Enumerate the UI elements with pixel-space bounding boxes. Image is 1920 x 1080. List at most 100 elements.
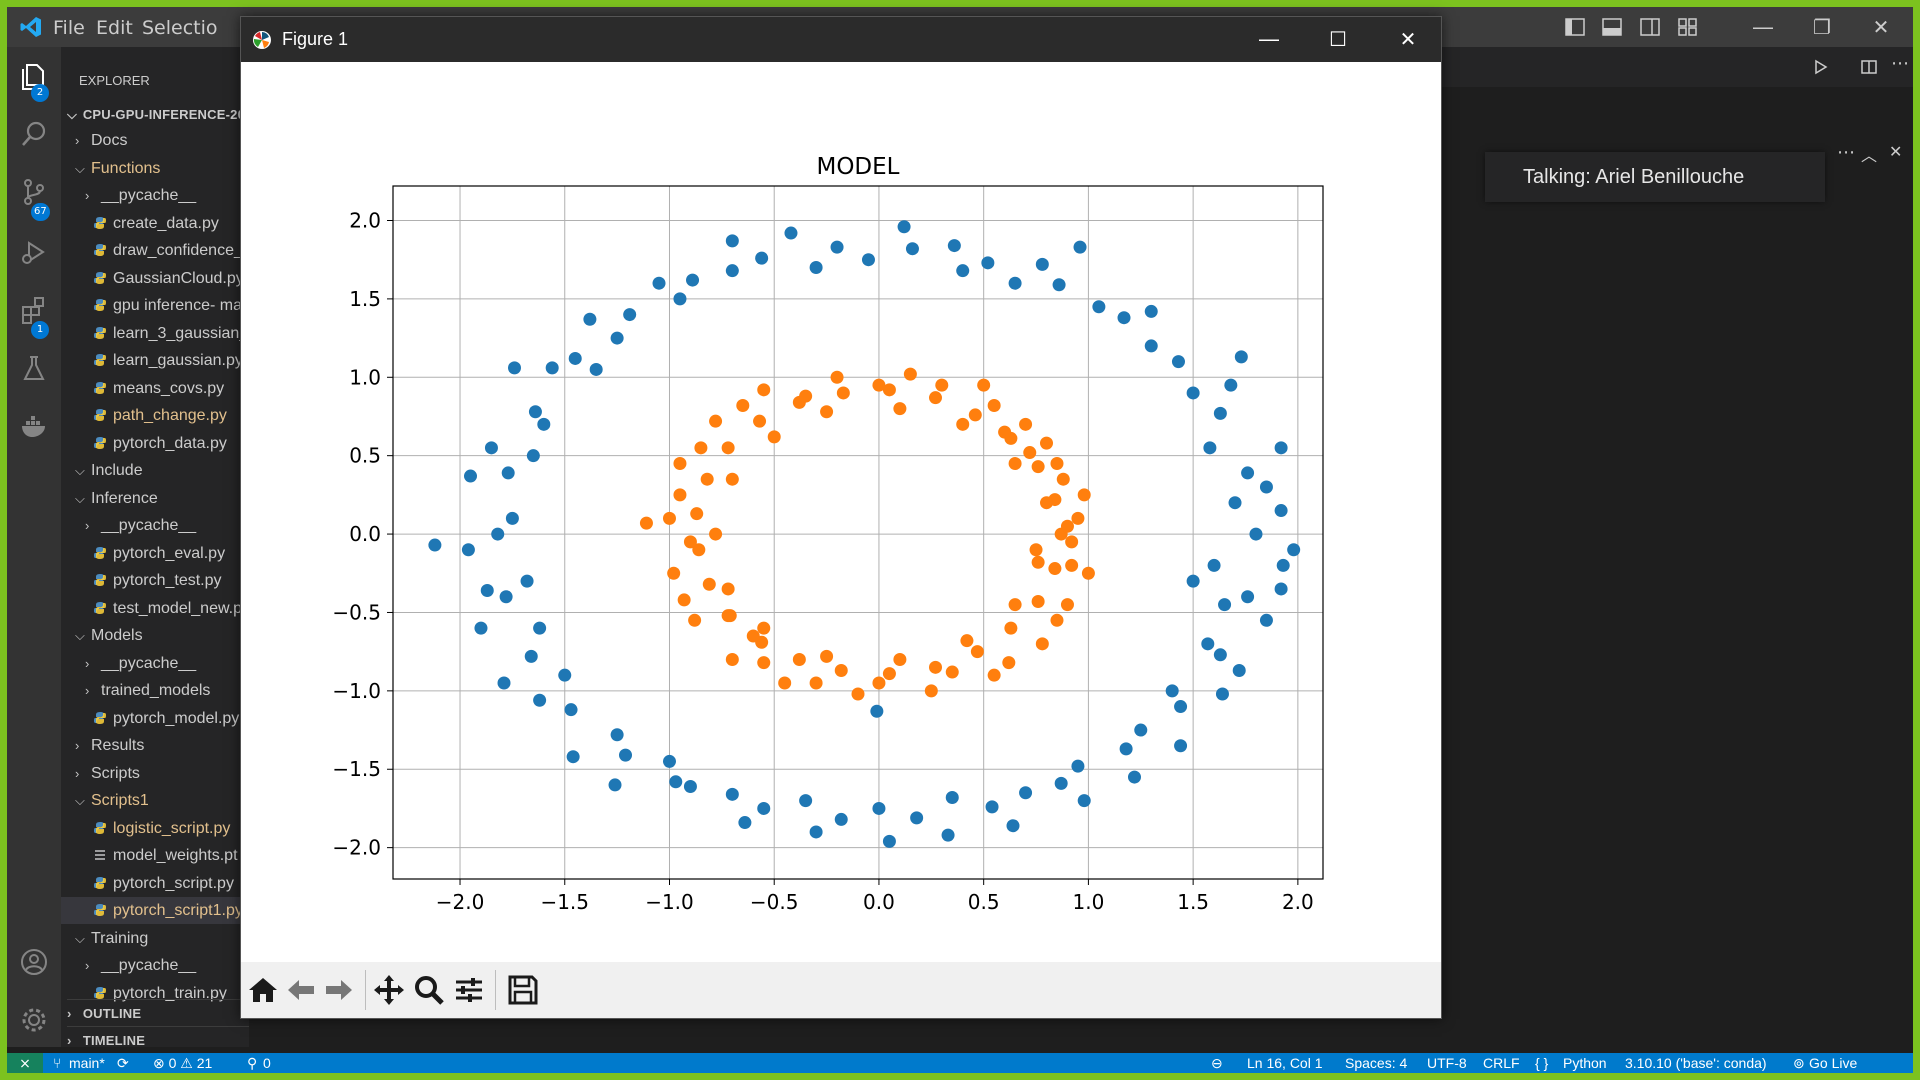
file-item[interactable]: pytorch_model.py (61, 705, 249, 732)
panel-maximize-icon[interactable]: ︿ (1861, 146, 1878, 165)
docker-icon[interactable] (19, 411, 49, 441)
zoom-icon[interactable] (411, 972, 447, 1008)
testing-icon[interactable] (19, 353, 49, 383)
outer-ring-point (1117, 311, 1131, 325)
indent-spaces[interactable]: Spaces: 4 (1345, 1055, 1408, 1071)
figure-maximize-icon[interactable]: ☐ (1329, 27, 1347, 51)
zoom-out-icon[interactable]: ⊖ (1211, 1055, 1223, 1071)
python-file-icon (94, 574, 106, 586)
home-icon[interactable] (245, 972, 281, 1008)
tree-item-label: create_data.py (113, 214, 219, 232)
configure-subplots-icon[interactable] (451, 972, 487, 1008)
file-item[interactable]: learn_3_gaussian_ (61, 320, 249, 347)
toggle-panel-icon[interactable] (1601, 17, 1623, 37)
git-branch[interactable]: main* (69, 1055, 105, 1071)
run-icon[interactable] (1813, 59, 1829, 75)
file-item[interactable]: test_model_new.p (61, 595, 249, 622)
folder-item[interactable]: ⌵ Functions (61, 155, 249, 182)
timeline-section[interactable]: › TIMELINE (67, 1026, 249, 1047)
folder-item[interactable]: ⌵ Scripts1 (61, 787, 249, 814)
remote-indicator-icon[interactable]: ⨯ (7, 1053, 43, 1073)
menu-selection[interactable]: Selectio (142, 17, 218, 39)
folder-item[interactable]: ⌵ Inference (61, 485, 249, 512)
ports-icon: ⚲ (247, 1055, 258, 1071)
problems-status[interactable]: ⊗ 0 ⚠ 21 (153, 1055, 213, 1071)
sync-icon[interactable]: ⟳ (117, 1055, 129, 1071)
file-item[interactable]: path_change.py (61, 402, 249, 429)
split-editor-icon[interactable] (1861, 59, 1877, 75)
folder-item[interactable]: › trained_models (61, 677, 249, 704)
toolbar-separator (365, 970, 366, 1010)
figure-close-icon[interactable]: ✕ (1399, 27, 1417, 51)
outer-ring-point (1249, 527, 1263, 541)
file-item[interactable]: create_data.py (61, 210, 249, 237)
cursor-position[interactable]: Ln 16, Col 1 (1247, 1055, 1323, 1071)
x-tick-label: −1.0 (645, 890, 694, 914)
outline-section[interactable]: › OUTLINE (67, 999, 249, 1026)
customize-layout-icon[interactable] (1677, 17, 1699, 37)
go-live[interactable]: Go Live (1809, 1055, 1858, 1071)
python-file-icon (94, 409, 106, 421)
pan-icon[interactable] (371, 972, 407, 1008)
outer-ring-point (652, 276, 666, 290)
inner-ring-point (935, 378, 949, 392)
file-item[interactable]: GaussianCloud.py (61, 265, 249, 292)
extensions-icon[interactable] (19, 295, 49, 325)
file-item[interactable]: pytorch_test.py (61, 567, 249, 594)
outer-ring-point (738, 816, 752, 830)
file-item[interactable]: draw_confidence_ (61, 237, 249, 264)
toggle-secondary-sidebar-icon[interactable] (1639, 17, 1661, 37)
file-item[interactable]: means_covs.py (61, 375, 249, 402)
file-item[interactable]: logistic_script.py (61, 815, 249, 842)
menu-edit[interactable]: Edit (96, 17, 133, 39)
line-ending[interactable]: CRLF (1483, 1055, 1520, 1071)
toggle-primary-sidebar-icon[interactable] (1564, 17, 1586, 37)
folder-item[interactable]: › __pycache__ (61, 650, 249, 677)
run-debug-icon[interactable] (19, 237, 49, 267)
file-item[interactable]: pytorch_script.py (61, 870, 249, 897)
menu-file[interactable]: File (53, 17, 85, 39)
manage-gear-icon[interactable] (19, 1005, 49, 1035)
python-interpreter[interactable]: 3.10.10 ('base': conda) (1625, 1055, 1767, 1071)
matplotlib-logo-icon (253, 31, 271, 49)
folder-item[interactable]: ⌵ Training (61, 925, 249, 952)
file-item[interactable]: gpu inference- ma (61, 292, 249, 319)
project-header[interactable]: ⌵ CPU-GPU-INFERENCE-20 (67, 101, 245, 128)
inner-ring-point (1008, 598, 1022, 612)
panel-close-icon[interactable]: ✕ (1889, 142, 1903, 161)
save-icon[interactable] (505, 972, 541, 1008)
search-icon[interactable] (19, 119, 49, 149)
file-item[interactable]: model_weights.pt (61, 842, 249, 869)
folder-item[interactable]: › Docs (61, 127, 249, 154)
panel-more-icon[interactable]: ⋯ (1837, 142, 1855, 163)
outer-ring-point (1259, 480, 1273, 494)
folder-item[interactable]: › __pycache__ (61, 512, 249, 539)
ports-count[interactable]: 0 (263, 1055, 271, 1071)
file-item[interactable]: pytorch_train.py (61, 980, 249, 1007)
restore-icon[interactable]: ❐ (1813, 15, 1831, 39)
folder-item[interactable]: ⌵ Models (61, 622, 249, 649)
back-icon[interactable] (283, 972, 319, 1008)
minimize-icon[interactable]: ― (1753, 15, 1773, 39)
figure-minimize-icon[interactable]: ― (1259, 27, 1279, 51)
y-tick-label: −2.0 (332, 836, 381, 860)
outer-ring-point (526, 449, 540, 463)
file-item[interactable]: pytorch_script1.py (61, 897, 249, 924)
folder-item[interactable]: › Scripts (61, 760, 249, 787)
file-item[interactable]: pytorch_eval.py (61, 540, 249, 567)
more-actions-icon[interactable]: ⋯ (1891, 53, 1909, 74)
folder-item[interactable]: › __pycache__ (61, 182, 249, 209)
close-icon[interactable]: ✕ (1872, 15, 1890, 39)
file-item[interactable]: pytorch_data.py (61, 430, 249, 457)
folder-item[interactable]: ⌵ Include (61, 457, 249, 484)
folder-item[interactable]: › Results (61, 732, 249, 759)
python-file-icon (94, 601, 106, 614)
folder-item[interactable]: › __pycache__ (61, 952, 249, 979)
outer-ring-point (1215, 687, 1229, 701)
accounts-icon[interactable] (19, 947, 49, 977)
file-encoding[interactable]: UTF-8 (1427, 1055, 1467, 1071)
language-mode[interactable]: Python (1563, 1055, 1607, 1071)
source-control-icon[interactable] (19, 177, 49, 207)
file-item[interactable]: learn_gaussian.py (61, 347, 249, 374)
forward-icon[interactable] (321, 972, 357, 1008)
